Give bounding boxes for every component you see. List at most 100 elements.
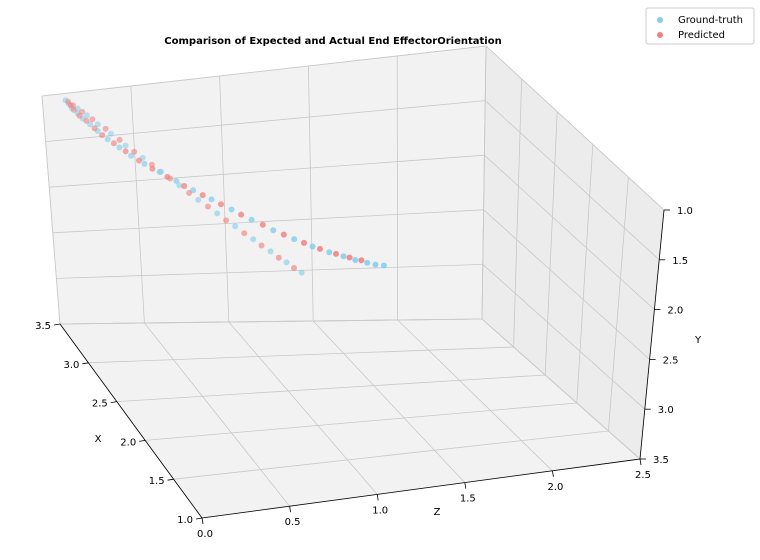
point-ground-truth-14 [208, 196, 215, 203]
point-predicted-17 [280, 231, 287, 238]
grid-line-left-y-3 [49, 154, 485, 188]
point-ground-truth-20 [326, 249, 333, 256]
x-axis-line [59, 323, 203, 519]
grid-line-right-x-5 [481, 45, 487, 320]
legend-label-predicted: Predicted [678, 30, 725, 41]
point-predicted-33 [223, 217, 230, 224]
point-ground-truth-8 [116, 144, 123, 151]
point-predicted-15 [238, 211, 245, 218]
point-ground-truth-19 [309, 243, 316, 250]
point-ground-truth-33 [176, 182, 183, 189]
z-tick-2 [376, 494, 379, 501]
data-points [62, 97, 387, 276]
point-predicted-9 [136, 157, 142, 164]
grid-line-floor-x-2 [145, 402, 577, 441]
grid-line-right-y-2 [483, 209, 650, 360]
axis-lines: 1.0 1.5 2.0 2.5 3.0 3.5 0.0 0.5 1.0 1.5 2.0 2.5 1.0 1… [35, 206, 693, 540]
z-tick-5 [639, 458, 642, 466]
z-tick-1 [289, 506, 291, 513]
y-tick-label-1: 1.5 [672, 256, 688, 267]
point-predicted-37 [291, 265, 297, 271]
z-tick-label-5: 2.5 [635, 470, 651, 481]
point-predicted-5 [91, 125, 98, 132]
point-predicted-2 [70, 106, 77, 113]
x-axis-label: X [95, 434, 102, 445]
point-ground-truth-39 [283, 259, 290, 266]
point-predicted-30 [167, 175, 174, 182]
point-ground-truth-12 [173, 178, 180, 184]
x-tick-label-2: 2.0 [120, 437, 136, 448]
z-tick-label-3: 1.5 [460, 494, 476, 505]
point-ground-truth-29 [108, 130, 114, 137]
z-tick-0 [201, 517, 204, 525]
point-ground-truth-22 [352, 257, 359, 263]
y-axis-line [639, 209, 665, 460]
point-predicted-7 [110, 140, 117, 147]
point-predicted-19 [317, 245, 323, 252]
grid-line-left-y-4 [45, 100, 486, 142]
point-ground-truth-17 [270, 227, 277, 234]
point-predicted-28 [131, 148, 138, 155]
legend: Ground-truth Predicted [645, 7, 755, 45]
grid-line-left-z-0 [41, 95, 61, 325]
grid-line-floor-z-1 [144, 322, 290, 507]
grid-line-left-z-1 [130, 85, 145, 324]
chart-title: Comparison of Expected and Actual End Ef… [164, 36, 501, 47]
grid-line-right-x-1 [608, 177, 629, 432]
z-tick-label-4: 2.0 [547, 482, 563, 493]
grid-line-floor-z-4 [397, 319, 553, 472]
grid-line-floor-x-3 [116, 374, 546, 402]
x-tick-label-0: 1.0 [177, 515, 193, 526]
point-predicted-14 [218, 201, 224, 208]
point-predicted-6 [99, 132, 106, 139]
legend-label-ground-truth: Ground-truth [678, 15, 743, 26]
point-ground-truth-7 [104, 136, 111, 143]
point-ground-truth-21 [340, 253, 347, 260]
point-ground-truth-27 [84, 112, 90, 119]
y-tick-label-5: 3.5 [653, 455, 669, 466]
point-ground-truth-32 [158, 168, 164, 175]
y-tick-label-3: 2.5 [663, 355, 679, 366]
point-predicted-29 [148, 161, 155, 168]
z-tick-label-0: 0.0 [197, 529, 213, 540]
y-tick-label-2: 2.0 [667, 306, 683, 317]
point-predicted-36 [275, 254, 282, 261]
point-ground-truth-23 [364, 259, 371, 266]
point-predicted-4 [83, 117, 90, 124]
grid-line-right-x-3 [544, 111, 558, 376]
axis-panes [41, 45, 665, 519]
point-predicted-25 [89, 116, 96, 123]
grid-line-left-z-3 [308, 65, 314, 322]
grid-line-left-y-5 [41, 45, 487, 97]
point-predicted-23 [70, 102, 76, 109]
point-ground-truth-40 [298, 269, 305, 276]
z-tick-3 [464, 482, 467, 489]
x-tick-label-5: 3.5 [35, 321, 51, 332]
point-predicted-18 [301, 239, 307, 246]
grid-line-floor-x-4 [88, 346, 514, 364]
point-predicted-35 [258, 242, 265, 249]
x-tick-2 [139, 440, 146, 442]
point-ground-truth-16 [248, 216, 255, 223]
y-tick-label-4: 3.0 [658, 405, 674, 416]
legend-box [645, 7, 755, 45]
grid-line-right-x-4 [513, 78, 522, 348]
grid-line-right-y-1 [482, 264, 646, 410]
grid-line-left-y-1 [56, 264, 483, 279]
x-tick-1 [167, 478, 174, 481]
back-left-pane [41, 45, 487, 325]
grid-line-left-y-2 [52, 209, 484, 234]
point-predicted-27 [116, 136, 123, 143]
point-predicted-12 [181, 183, 188, 189]
grid-line-floor-x-1 [173, 430, 609, 480]
z-axis-line [201, 458, 641, 519]
point-ground-truth-36 [232, 223, 239, 230]
grid-line-floor-z-2 [228, 321, 378, 495]
grid-line-floor-z-3 [312, 320, 466, 483]
y-tick-label-0: 1.0 [677, 206, 693, 217]
x-tick-3 [110, 401, 117, 403]
point-predicted-8 [122, 148, 129, 155]
point-predicted-16 [259, 221, 266, 228]
z-tick-label-1: 0.5 [285, 517, 301, 528]
point-predicted-21 [346, 254, 353, 261]
